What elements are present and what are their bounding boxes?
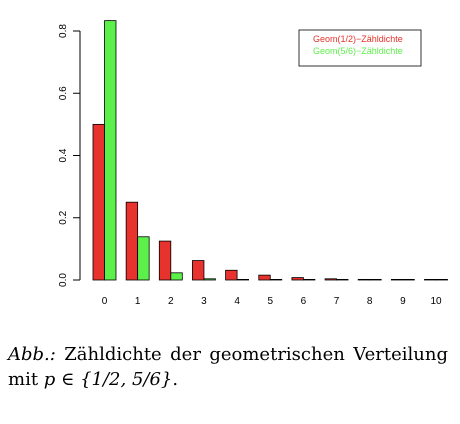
bar-geom-5-6-2 <box>170 272 183 281</box>
caption-end: . <box>172 369 179 391</box>
caption-math: p ∈ {1/2, 5/6} <box>43 369 173 391</box>
bar-geom-5-6-9 <box>402 278 415 281</box>
y-tick-label: 0.4 <box>58 148 69 162</box>
caption-text: Zähldichte der geometrischen Verteilung … <box>8 344 448 391</box>
x-tick-label: 9 <box>400 296 406 307</box>
bar-geom-5-6-0 <box>104 20 117 281</box>
bar-geom-5-6-8 <box>369 278 382 281</box>
bar-geom-1-2-7 <box>324 278 337 281</box>
bar-geom-5-6-4 <box>236 278 250 281</box>
bar-geom-1-2-0 <box>92 123 105 281</box>
bars <box>92 20 448 281</box>
x-tick-label: 1 <box>135 296 141 307</box>
legend-entry: Geom(5/6)−Zähldichte <box>313 46 403 56</box>
x-tick-label: 10 <box>430 296 442 307</box>
bar-geom-5-6-1 <box>137 236 150 281</box>
legend-entry: Geom(1/2)−Zähldichte <box>313 34 403 44</box>
x-tick-label: 4 <box>234 296 240 307</box>
bar-geom-5-6-10 <box>435 278 448 281</box>
caption-label: Abb.: <box>8 344 56 365</box>
bar-geom-1-2-1 <box>125 201 139 281</box>
x-axis-labels: 0 1 2 3 4 5 6 7 8 9 10 <box>102 296 442 307</box>
bar-geom-5-6-7 <box>336 278 349 281</box>
bar-geom-5-6-5 <box>269 278 283 281</box>
x-tick-label: 2 <box>168 296 174 307</box>
bar-geom-1-2-10 <box>424 278 437 281</box>
y-tick-label: 0.0 <box>58 273 69 287</box>
figure-caption: Abb.: Zähldichte der geometrischen Verte… <box>8 342 448 392</box>
legend-box <box>298 29 422 67</box>
bar-chart: 0.0 0.2 0.4 0.6 0.8 0 1 2 3 4 5 6 7 8 9 10 Geom(1/2)−Z… <box>58 20 448 307</box>
y-tick-label: 0.6 <box>58 86 69 100</box>
x-tick-label: 0 <box>102 296 108 307</box>
x-tick-label: 7 <box>334 296 340 307</box>
y-axis: 0.0 0.2 0.4 0.6 0.8 <box>58 24 81 287</box>
legend: Geom(1/2)−Zähldichte Geom(5/6)−Zähldichte <box>298 29 422 67</box>
bar-geom-1-2-6 <box>291 277 304 281</box>
bar-geom-1-2-9 <box>390 278 404 281</box>
x-tick-label: 5 <box>267 296 273 307</box>
x-tick-label: 3 <box>201 296 207 307</box>
bar-geom-5-6-6 <box>302 278 316 281</box>
bar-geom-1-2-2 <box>158 240 172 281</box>
y-tick-label: 0.2 <box>58 210 69 224</box>
bar-geom-1-2-8 <box>357 278 371 281</box>
bar-geom-1-2-5 <box>258 274 271 281</box>
bar-geom-5-6-3 <box>203 278 216 281</box>
x-tick-label: 6 <box>301 296 307 307</box>
bar-geom-1-2-3 <box>192 260 205 281</box>
y-tick-label: 0.8 <box>58 24 69 38</box>
bar-geom-1-2-4 <box>225 269 238 281</box>
x-tick-label: 8 <box>367 296 373 307</box>
